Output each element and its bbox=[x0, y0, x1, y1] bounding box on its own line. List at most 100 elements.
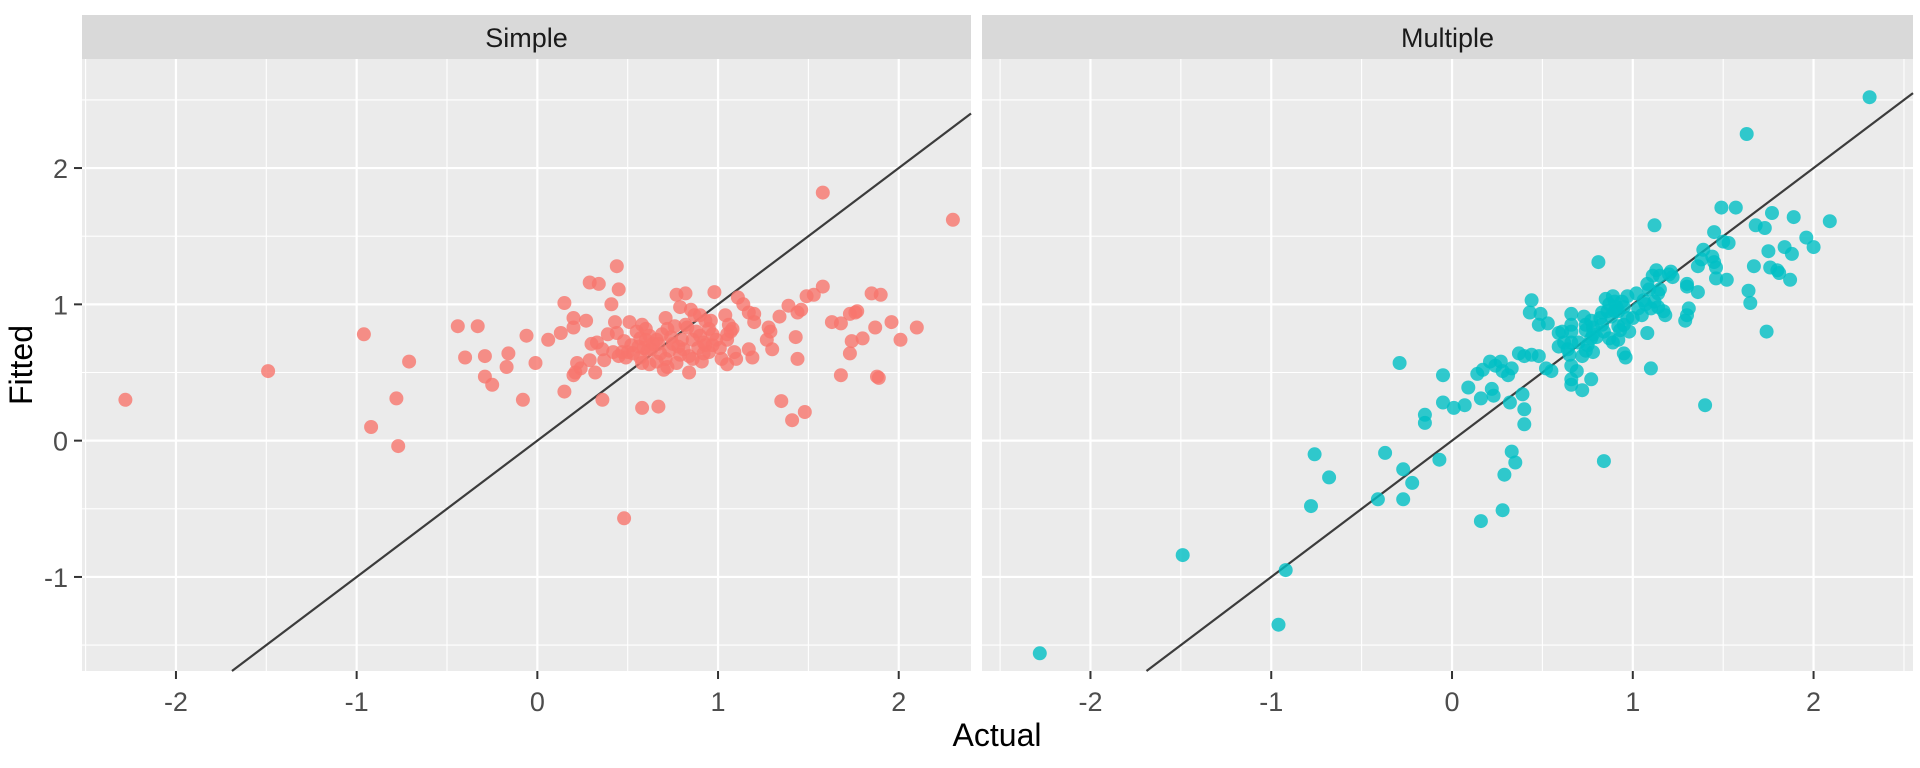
data-point bbox=[833, 368, 848, 383]
facet-panel-multiple: Multiple bbox=[982, 15, 1914, 672]
data-point bbox=[1378, 445, 1393, 460]
data-point bbox=[1618, 350, 1633, 365]
data-point bbox=[1629, 286, 1644, 301]
data-point bbox=[597, 353, 612, 368]
data-point bbox=[1417, 415, 1432, 430]
data-point bbox=[635, 356, 650, 370]
data-point bbox=[1662, 267, 1676, 282]
data-point bbox=[1370, 492, 1385, 507]
x-tick-label: -1 bbox=[1259, 687, 1283, 717]
data-point bbox=[568, 365, 583, 380]
data-point bbox=[582, 353, 597, 368]
data-point bbox=[557, 296, 572, 310]
data-point bbox=[707, 285, 722, 300]
data-point bbox=[1569, 364, 1584, 379]
data-point bbox=[1616, 300, 1631, 315]
facet-panel-simple: Simple bbox=[82, 15, 972, 672]
data-point bbox=[553, 326, 568, 340]
data-point bbox=[1575, 383, 1590, 398]
data-point bbox=[485, 377, 500, 392]
data-point bbox=[1862, 90, 1877, 105]
data-point bbox=[1517, 417, 1532, 432]
data-point bbox=[833, 316, 848, 331]
data-point bbox=[674, 332, 689, 347]
data-point bbox=[557, 384, 572, 399]
data-point bbox=[909, 320, 924, 335]
data-point bbox=[785, 413, 800, 428]
data-point bbox=[729, 351, 744, 366]
data-point bbox=[1678, 313, 1693, 328]
data-point bbox=[669, 356, 684, 370]
data-point bbox=[1436, 368, 1450, 383]
facet-label: Simple bbox=[485, 23, 568, 53]
data-point bbox=[470, 319, 485, 334]
facet-label: Multiple bbox=[1401, 23, 1494, 53]
data-point bbox=[579, 313, 594, 328]
data-point bbox=[1562, 347, 1577, 362]
data-point bbox=[519, 328, 534, 343]
identity-line bbox=[1145, 92, 1914, 672]
data-point bbox=[1709, 271, 1723, 286]
x-tick-label: 2 bbox=[1806, 687, 1821, 717]
data-point bbox=[261, 364, 276, 379]
data-point bbox=[790, 351, 805, 366]
data-point bbox=[1392, 356, 1407, 370]
data-point bbox=[1575, 349, 1590, 364]
data-point bbox=[1741, 283, 1756, 298]
identity-line bbox=[231, 112, 972, 672]
data-point bbox=[611, 282, 626, 297]
data-point bbox=[1032, 646, 1047, 661]
data-point bbox=[364, 420, 379, 434]
data-point bbox=[694, 354, 709, 369]
data-point bbox=[667, 319, 682, 334]
data-point bbox=[1596, 454, 1611, 469]
data-point bbox=[617, 511, 632, 526]
data-point bbox=[541, 332, 556, 347]
data-point bbox=[842, 346, 857, 361]
panels-layer: Simple Multiple bbox=[82, 15, 1914, 672]
data-point bbox=[1486, 388, 1501, 403]
data-point bbox=[1589, 330, 1604, 345]
data-point bbox=[712, 341, 727, 355]
data-point bbox=[691, 341, 706, 355]
data-point bbox=[1761, 244, 1776, 259]
data-point bbox=[1822, 214, 1837, 229]
data-point bbox=[595, 342, 610, 357]
data-point bbox=[118, 392, 133, 407]
data-point bbox=[1446, 400, 1461, 415]
data-point bbox=[1504, 444, 1519, 459]
data-point bbox=[635, 400, 650, 415]
data-point bbox=[1765, 206, 1779, 220]
data-point bbox=[1690, 285, 1705, 300]
axis-layer: -2 -1 0 1 2 -2 -1 0 1 2 -1 0 1 2 bbox=[44, 154, 1821, 717]
data-point bbox=[873, 287, 888, 302]
data-point bbox=[515, 392, 530, 407]
data-point bbox=[450, 319, 465, 334]
data-point bbox=[747, 315, 762, 330]
data-point bbox=[1175, 548, 1190, 563]
data-point bbox=[1786, 210, 1801, 225]
data-point bbox=[1591, 255, 1606, 270]
data-point bbox=[1564, 377, 1579, 392]
data-point bbox=[759, 332, 774, 347]
data-point bbox=[591, 276, 606, 291]
points-group bbox=[118, 185, 960, 526]
data-point bbox=[664, 330, 679, 345]
data-point bbox=[1580, 338, 1595, 353]
x-tick-label: 0 bbox=[1445, 687, 1460, 717]
points-group bbox=[1032, 90, 1877, 661]
data-point bbox=[1643, 361, 1658, 376]
data-point bbox=[1533, 306, 1548, 321]
data-point bbox=[626, 346, 641, 361]
data-point bbox=[604, 297, 619, 312]
data-point bbox=[1784, 246, 1799, 261]
x-tick-label: 2 bbox=[891, 687, 906, 717]
data-point bbox=[1611, 332, 1626, 347]
data-point bbox=[1647, 218, 1662, 233]
data-point bbox=[1540, 316, 1555, 331]
data-point bbox=[499, 360, 514, 374]
y-tick-label: 2 bbox=[53, 154, 68, 184]
data-point bbox=[673, 300, 688, 315]
y-axis-title: Fitted bbox=[3, 325, 39, 405]
